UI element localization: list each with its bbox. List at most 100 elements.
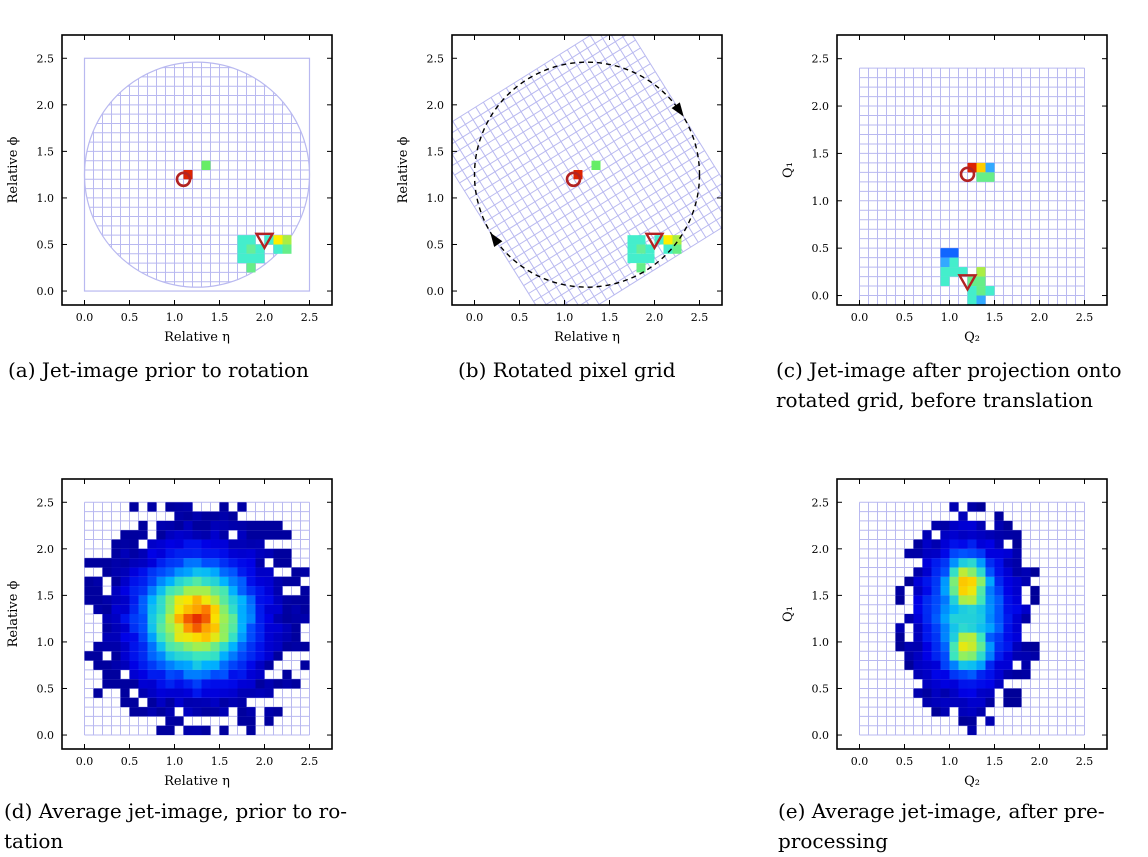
pixel [913, 660, 923, 670]
pixel [255, 595, 265, 605]
pixel [985, 623, 995, 633]
pixel [165, 660, 175, 670]
pixel [93, 576, 103, 587]
pixel [147, 632, 157, 642]
pixel [255, 604, 265, 614]
grid-line [513, 82, 638, 281]
pixel [985, 716, 995, 726]
pixel [201, 530, 211, 540]
pixel [201, 604, 211, 614]
pixel [111, 679, 121, 689]
pixel [976, 707, 986, 717]
pixel [994, 632, 1004, 642]
y-tick-label: 0.0 [812, 290, 830, 303]
grid-line [528, 173, 720, 294]
pixel [1003, 660, 1013, 670]
pixel [228, 548, 238, 559]
pixel [949, 576, 959, 587]
rotated-grid [452, 35, 722, 305]
pixel [931, 595, 941, 605]
pixel [994, 530, 1004, 540]
pixel [1021, 604, 1031, 614]
pixel [165, 558, 175, 568]
pixel [129, 567, 139, 577]
pixel [147, 651, 157, 661]
pixel [976, 502, 986, 512]
pixel [120, 660, 130, 670]
pixel [958, 511, 968, 521]
pixel [976, 520, 986, 531]
pixel [237, 641, 247, 652]
pixel [255, 567, 265, 577]
y-tick-label: 0.5 [812, 242, 830, 255]
pixel [255, 253, 265, 264]
pixel [219, 502, 229, 512]
pixel [1030, 567, 1040, 577]
pixel [958, 595, 968, 605]
pixel [174, 595, 184, 605]
pixel [976, 651, 986, 661]
pixel [940, 679, 950, 689]
pixel [949, 248, 959, 258]
pixel [967, 604, 977, 614]
pixel [1003, 669, 1013, 680]
pixel [291, 641, 301, 652]
pixel [192, 530, 202, 540]
pixel [246, 576, 256, 587]
pixel [904, 576, 914, 587]
x-axis-label: Q₂ [964, 774, 980, 789]
pixel [976, 162, 986, 173]
pixel [1003, 520, 1013, 531]
pixel [1003, 614, 1013, 624]
pixel [985, 539, 995, 549]
pixel [922, 539, 932, 549]
caption-d-line2: tation [4, 829, 64, 853]
pixel [156, 576, 166, 587]
pixel [183, 604, 193, 614]
pixel [940, 595, 950, 605]
pixel [165, 548, 175, 559]
grid-line [518, 158, 710, 279]
pixel [246, 586, 256, 596]
pixel [904, 548, 914, 559]
pixel [138, 548, 148, 559]
pixel [976, 558, 986, 568]
y-tick-label: 2.5 [427, 52, 445, 65]
pixel [967, 548, 977, 559]
pixel [994, 604, 1004, 614]
pixel [949, 548, 959, 559]
pixel [138, 567, 148, 577]
pixel [120, 679, 130, 689]
pixel [219, 586, 229, 596]
pixel [1003, 576, 1013, 587]
pixel [210, 576, 220, 587]
grid-line [498, 126, 691, 247]
pixel [210, 567, 220, 577]
pixel [120, 567, 130, 577]
pixel [264, 716, 274, 726]
pixel [282, 614, 292, 624]
pixel [84, 651, 94, 661]
pixel [102, 641, 112, 652]
pixel [1003, 623, 1013, 633]
pixel [237, 716, 247, 726]
pixel [201, 688, 211, 698]
pixel [228, 660, 238, 670]
pixel [228, 651, 238, 661]
pixel [165, 520, 175, 531]
pixel [967, 286, 977, 296]
plot-frame [836, 34, 1108, 306]
x-tick-label: 2.5 [691, 311, 709, 324]
pixel [138, 604, 148, 614]
pixel [228, 520, 238, 531]
pixel [1003, 586, 1013, 596]
pixel [246, 548, 256, 559]
pixel [913, 688, 923, 698]
pixel [174, 502, 184, 512]
pixel [219, 511, 229, 521]
pixel [904, 614, 914, 624]
pixel [967, 539, 977, 549]
pixel [300, 586, 310, 596]
pixel [237, 253, 247, 264]
pixel [958, 586, 968, 596]
